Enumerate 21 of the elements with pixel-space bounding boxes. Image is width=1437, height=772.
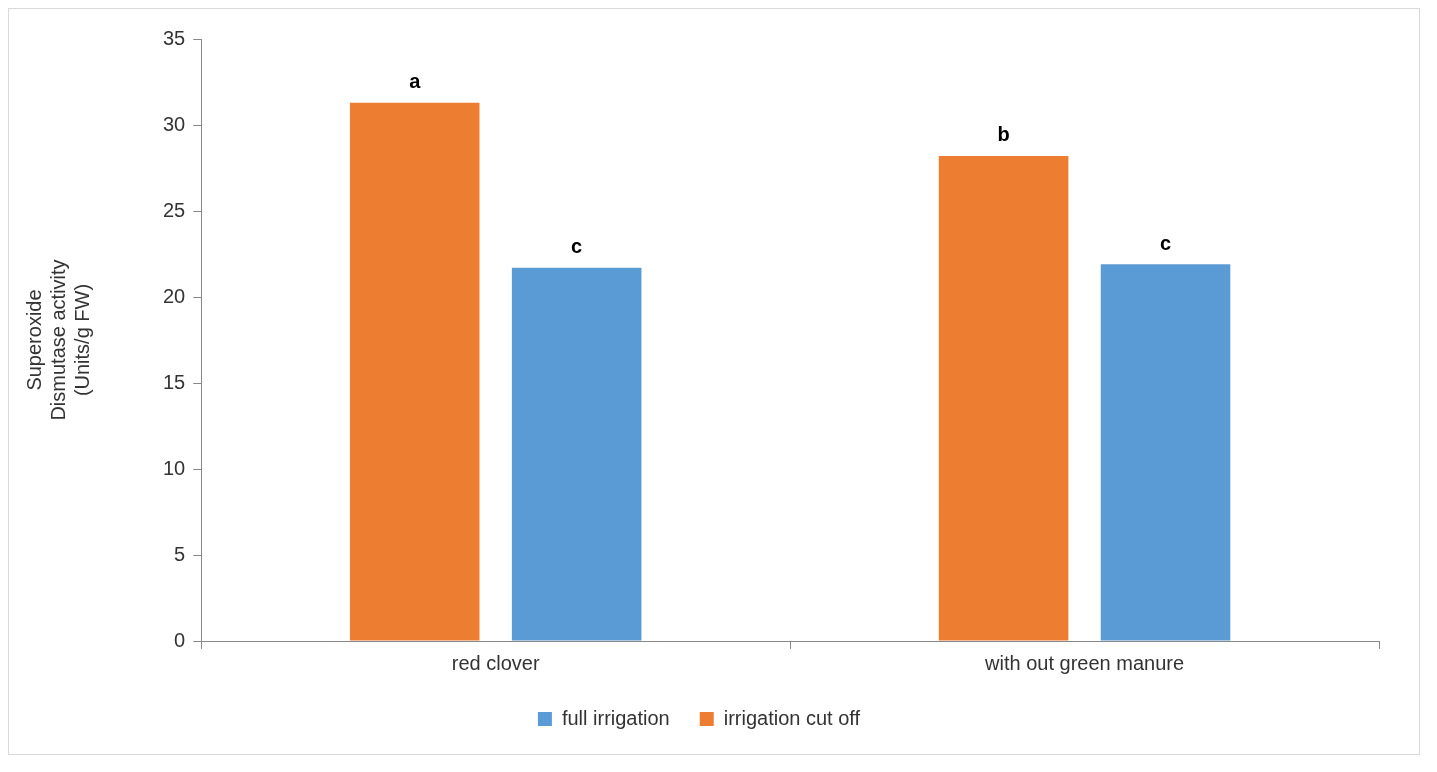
y-tick-label: 0 <box>174 628 186 651</box>
annotation: b <box>997 123 1010 146</box>
x-tick-label: with out green manure <box>984 651 1185 674</box>
y-tick-label: 20 <box>163 284 186 307</box>
annotation: c <box>1159 231 1172 254</box>
legend-label: irrigation cut off <box>723 706 861 729</box>
annotation: a <box>409 70 422 93</box>
bar <box>511 267 642 641</box>
bar <box>1100 264 1231 641</box>
x-tick-label: red clover <box>451 651 540 674</box>
bar <box>349 102 480 641</box>
y-tick-label: 10 <box>163 456 186 479</box>
y-tick-label: 25 <box>163 198 186 221</box>
y-tick-label: 5 <box>174 542 186 565</box>
legend-label: full irrigation <box>561 706 670 729</box>
y-axis-title: Superoxide Dismutase activity (Units/g FW) <box>22 259 93 421</box>
y-tick-label: 35 <box>163 26 186 49</box>
annotation: c <box>571 235 583 258</box>
bar <box>938 155 1069 641</box>
y-tick-label: 15 <box>163 370 186 393</box>
y-tick-label: 30 <box>163 112 186 135</box>
